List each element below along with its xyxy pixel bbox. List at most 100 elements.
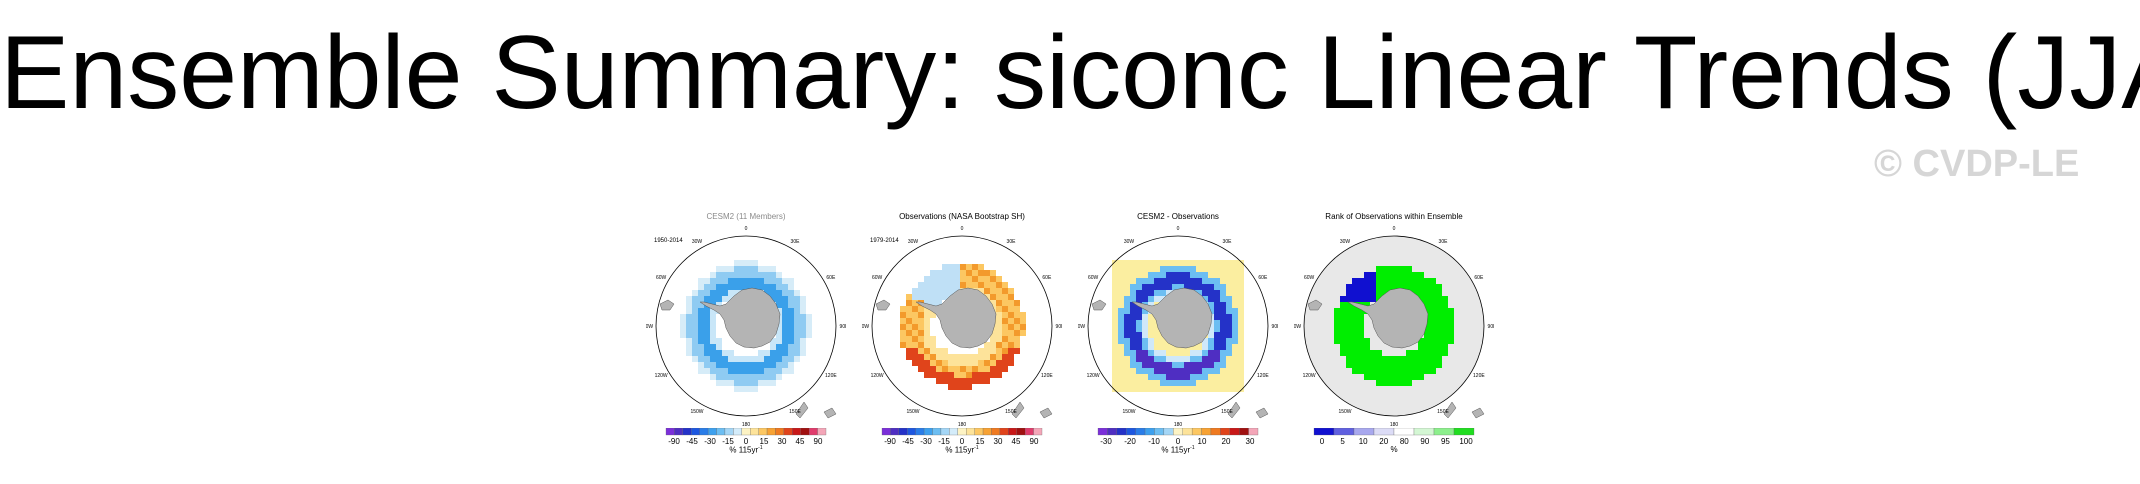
data-cell (930, 282, 936, 288)
data-cell (710, 368, 716, 374)
data-cell (1226, 320, 1232, 326)
colorbar-tick-label: 100 (1459, 437, 1473, 446)
data-cell (680, 320, 686, 326)
data-cell (764, 266, 770, 272)
data-cell (1214, 290, 1220, 296)
data-cell (954, 270, 960, 276)
data-cell (990, 366, 996, 372)
colorbar-swatch (1333, 428, 1355, 436)
data-cell (788, 362, 794, 368)
data-cell (906, 354, 912, 360)
data-cell (734, 368, 740, 374)
data-cell (788, 284, 794, 290)
data-cell (740, 374, 746, 380)
data-cell (1014, 318, 1020, 324)
data-cell (758, 362, 764, 368)
data-cell (1136, 368, 1142, 374)
data-cell (996, 276, 1002, 282)
south-america-land (1307, 299, 1323, 311)
data-cell (1334, 320, 1340, 326)
data-cell (1358, 356, 1364, 362)
data-cell (1340, 320, 1346, 326)
data-cell (1220, 344, 1226, 350)
data-cell (948, 354, 954, 360)
data-cell (1196, 290, 1202, 296)
data-cell (918, 354, 924, 360)
data-cell (948, 288, 954, 294)
data-cell (912, 288, 918, 294)
colorbar-tick-label: -45 (686, 437, 698, 446)
colorbar-swatch (915, 428, 925, 436)
data-cell (1406, 284, 1412, 290)
colorbar-swatch (1229, 428, 1240, 436)
data-cell (1142, 368, 1148, 374)
data-cell (1130, 308, 1136, 314)
data-cell (1136, 332, 1142, 338)
data-cell (942, 366, 948, 372)
data-cell (710, 284, 716, 290)
data-cell (722, 374, 728, 380)
data-cell (1346, 290, 1352, 296)
data-cell (764, 368, 770, 374)
colorbar-tick-label: 90 (1030, 437, 1039, 446)
data-cell (704, 314, 710, 320)
data-cell (758, 272, 764, 278)
data-cell (776, 356, 782, 362)
data-cell (716, 344, 722, 350)
data-cell (1130, 338, 1136, 344)
data-cell (1124, 308, 1130, 314)
data-cell (1340, 314, 1346, 320)
data-cell (1430, 350, 1436, 356)
data-cell (1196, 374, 1202, 380)
data-cell (1214, 344, 1220, 350)
longitude-label: 60W (656, 275, 667, 281)
data-cell (960, 378, 966, 384)
data-cell (1382, 290, 1388, 296)
data-cell (936, 354, 942, 360)
unit-superscript: -1 (758, 445, 763, 451)
data-cell (1136, 326, 1142, 332)
data-cell (942, 294, 948, 300)
colorbar-tick-label: 90 (814, 437, 823, 446)
data-cell (1430, 368, 1436, 374)
data-cell (1124, 314, 1130, 320)
data-cell (1430, 302, 1436, 308)
data-cell (1172, 374, 1178, 380)
data-cell (1340, 338, 1346, 344)
data-cell (1190, 266, 1196, 272)
data-cell (722, 278, 728, 284)
data-cell (900, 336, 906, 342)
data-cell (800, 326, 806, 332)
data-cell (1148, 344, 1154, 350)
data-cell (752, 368, 758, 374)
data-cell (918, 324, 924, 330)
colorbar-swatch (923, 428, 933, 436)
data-cell (1358, 350, 1364, 356)
data-cell (1376, 374, 1382, 380)
data-cell (1142, 332, 1148, 338)
data-cell (1394, 278, 1400, 284)
data-cell (1430, 284, 1436, 290)
data-cell (1430, 320, 1436, 326)
data-cell (1364, 368, 1370, 374)
data-cell (1370, 290, 1376, 296)
data-cell (716, 356, 722, 362)
data-cell (984, 342, 990, 348)
data-cell (782, 368, 788, 374)
data-cell (930, 276, 936, 282)
data-cell (936, 348, 942, 354)
data-cell (1376, 290, 1382, 296)
map-boundary (1303, 235, 1485, 417)
data-cell (1142, 338, 1148, 344)
data-cell (972, 270, 978, 276)
data-cell (686, 308, 692, 314)
data-cell (1184, 374, 1190, 380)
data-cell (996, 312, 1002, 318)
data-cell (966, 282, 972, 288)
data-cell (1160, 374, 1166, 380)
data-cell (704, 368, 710, 374)
data-cell (716, 290, 722, 296)
colorbar-tick-label: 90 (1420, 437, 1429, 446)
data-cell (722, 284, 728, 290)
data-cell (990, 270, 996, 276)
